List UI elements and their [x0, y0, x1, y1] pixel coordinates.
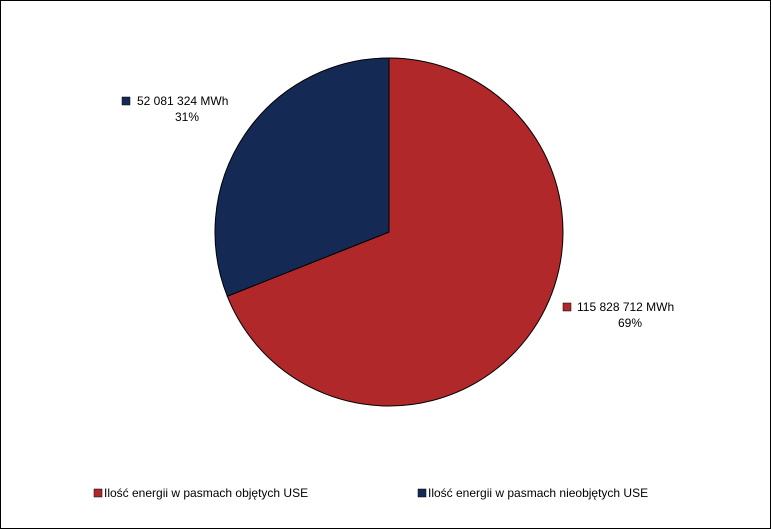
- value-label: 115 828 712 MWh: [577, 300, 674, 314]
- label-swatch: [562, 302, 572, 312]
- legend-swatch: [93, 488, 103, 498]
- percent-label: 69%: [618, 316, 642, 330]
- legend-label: Ilość energii w pasmach objętych USE: [104, 486, 308, 500]
- pie-slice: [214, 57, 390, 297]
- pie-slice: [226, 57, 564, 407]
- label-swatch: [121, 96, 131, 106]
- legend-swatch: [417, 488, 427, 498]
- percent-label: 31%: [175, 110, 199, 124]
- legend-label: Ilość energii w pasmach nieobjętych USE: [428, 486, 648, 500]
- value-label: 52 081 324 MWh: [137, 94, 228, 108]
